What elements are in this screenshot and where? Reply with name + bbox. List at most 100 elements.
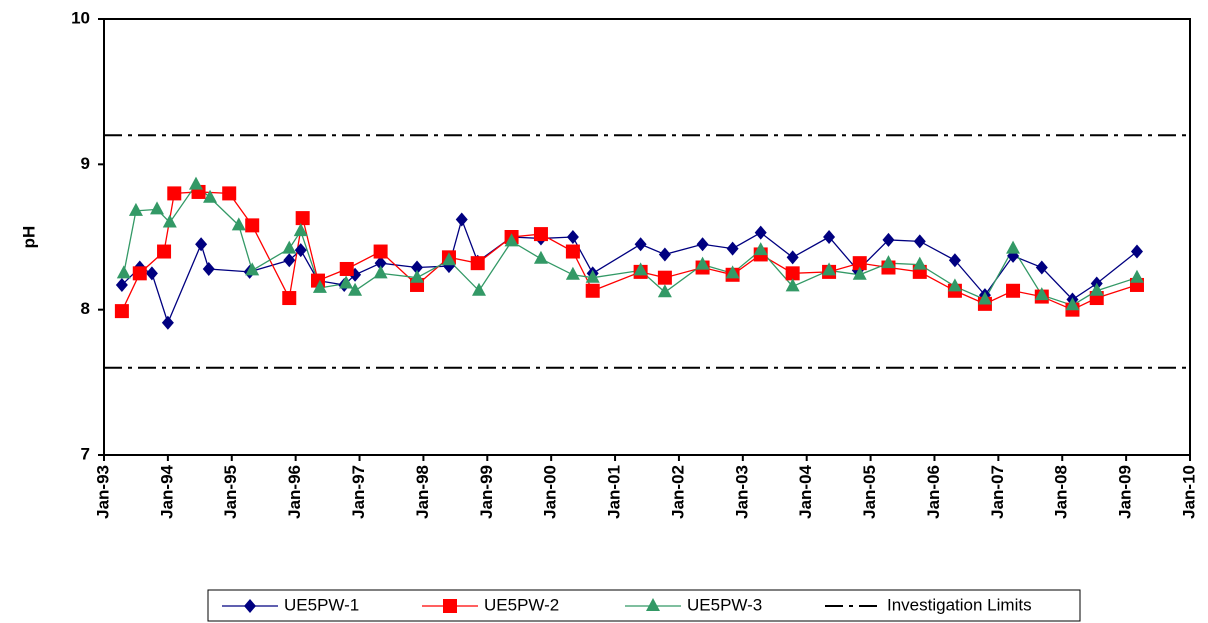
- x-tick-label: Jan-05: [860, 465, 879, 519]
- marker: [293, 223, 308, 237]
- legend-label: UE5PW-3: [687, 595, 762, 614]
- marker: [114, 304, 129, 319]
- marker: [202, 261, 215, 276]
- marker: [1129, 269, 1144, 283]
- marker: [157, 244, 172, 259]
- marker: [585, 283, 600, 298]
- plot-frame: [103, 18, 1191, 456]
- x-tick-label: Jan-02: [668, 465, 687, 519]
- marker: [726, 241, 739, 256]
- marker: [116, 265, 131, 279]
- x-tick-label: Jan-94: [157, 464, 176, 518]
- x-tick-label: Jan-07: [988, 465, 1007, 519]
- marker: [348, 282, 363, 296]
- marker: [339, 275, 354, 289]
- marker: [852, 256, 867, 271]
- marker: [245, 218, 260, 233]
- x-tick-label: Jan-97: [349, 465, 368, 519]
- marker: [150, 201, 165, 215]
- y-tick-label: 7: [81, 444, 90, 463]
- x-tick-label: Jan-10: [1179, 465, 1198, 519]
- marker: [504, 233, 519, 247]
- marker: [533, 250, 548, 264]
- marker: [1130, 244, 1143, 259]
- marker: [295, 211, 310, 226]
- marker: [1065, 297, 1080, 311]
- marker: [565, 266, 580, 280]
- legend-label: Investigation Limits: [887, 595, 1032, 614]
- x-tick-label: Jan-09: [1116, 465, 1135, 519]
- marker: [785, 278, 800, 292]
- marker: [786, 250, 799, 265]
- marker: [373, 265, 388, 279]
- marker: [913, 234, 926, 249]
- marker: [725, 265, 740, 279]
- marker: [373, 244, 388, 259]
- marker: [115, 277, 128, 292]
- marker: [312, 279, 327, 293]
- marker: [823, 230, 836, 244]
- marker: [195, 237, 208, 252]
- marker: [785, 266, 800, 281]
- y-axis-label: pH: [19, 226, 38, 249]
- marker: [161, 315, 174, 330]
- marker: [657, 284, 672, 298]
- marker: [471, 282, 486, 296]
- x-tick-label: Jan-93: [93, 465, 112, 519]
- marker: [282, 291, 297, 306]
- marker: [754, 225, 767, 240]
- marker: [947, 278, 962, 292]
- marker: [658, 247, 671, 262]
- marker: [470, 256, 485, 271]
- marker: [282, 240, 297, 254]
- marker: [1035, 260, 1048, 275]
- marker: [132, 266, 147, 281]
- marker: [167, 186, 182, 201]
- x-tick-label: Jan-04: [796, 464, 815, 518]
- marker: [585, 269, 600, 283]
- marker: [374, 256, 387, 271]
- marker: [1089, 282, 1104, 296]
- marker: [145, 266, 158, 281]
- x-tick-label: Jan-06: [924, 465, 943, 519]
- marker: [410, 269, 425, 283]
- marker: [533, 227, 548, 242]
- marker: [565, 244, 580, 259]
- legend-marker: [244, 599, 256, 613]
- marker: [948, 253, 961, 268]
- legend-marker: [443, 599, 457, 613]
- marker: [128, 202, 143, 216]
- marker: [294, 243, 307, 258]
- y-tick-label: 10: [71, 8, 90, 27]
- legend-marker: [646, 598, 660, 611]
- marker: [203, 189, 218, 203]
- x-tick-label: Jan-03: [732, 465, 751, 519]
- marker: [455, 212, 468, 227]
- x-tick-label: Jan-96: [285, 465, 304, 519]
- x-tick-label: Jan-01: [605, 465, 624, 519]
- marker: [1006, 240, 1021, 254]
- marker: [881, 255, 896, 269]
- y-tick-label: 9: [81, 154, 90, 173]
- marker: [339, 261, 354, 276]
- y-tick-label: 8: [81, 299, 90, 318]
- marker: [912, 256, 927, 270]
- marker: [162, 214, 177, 228]
- marker: [566, 230, 579, 244]
- x-tick-label: Jan-95: [221, 465, 240, 519]
- marker: [696, 237, 709, 252]
- marker: [1034, 287, 1049, 301]
- marker: [222, 186, 237, 201]
- x-tick-label: Jan-98: [413, 465, 432, 519]
- marker: [852, 266, 867, 280]
- marker: [231, 217, 246, 231]
- marker: [245, 262, 260, 276]
- legend-label: UE5PW-2: [484, 595, 559, 614]
- marker: [411, 260, 424, 275]
- marker: [634, 237, 647, 252]
- marker: [633, 262, 648, 276]
- x-tick-label: Jan-08: [1052, 465, 1071, 519]
- marker: [283, 253, 296, 268]
- marker: [657, 270, 672, 285]
